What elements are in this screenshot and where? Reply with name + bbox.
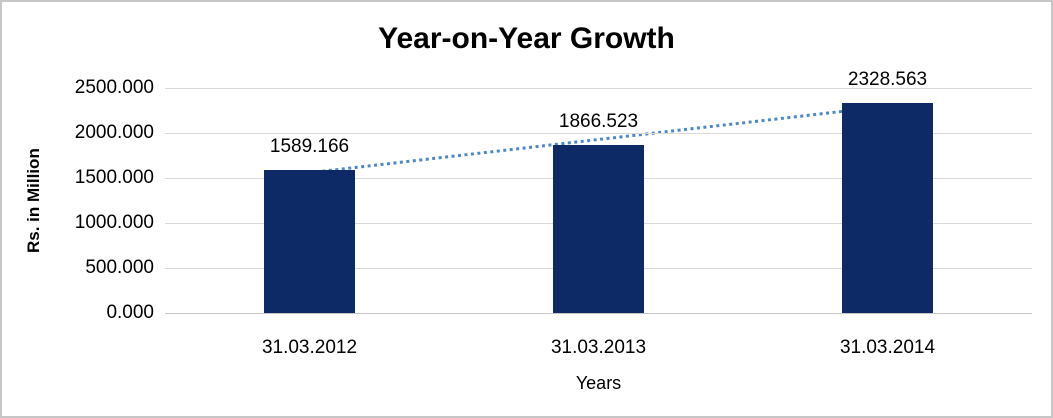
bar-value-label: 1589.166: [269, 135, 350, 157]
y-tick-label: 1000.000: [74, 212, 154, 233]
bar-31.03.2012: [264, 169, 355, 313]
bar-31.03.2013: [553, 145, 644, 313]
y-tick-label: 2500.000: [74, 77, 154, 98]
plot-area: 1589.166 1866.523 2328.563: [165, 69, 1032, 314]
bar-31.03.2014: [842, 103, 933, 313]
x-tick-label: 31.03.2014: [839, 337, 936, 358]
x-tick-label: 31.03.2012: [261, 337, 358, 358]
gridline: [165, 133, 1032, 134]
x-axis-line: [165, 313, 1032, 314]
y-tick-label: 2000.000: [74, 122, 154, 143]
chart-title: Year-on-Year Growth: [378, 22, 675, 55]
gridline: [165, 88, 1032, 89]
x-tick-label: 31.03.2013: [550, 337, 647, 358]
y-tick-label: 500.000: [85, 257, 154, 278]
y-tick-label: 1500.000: [74, 167, 154, 188]
x-axis-title: Years: [575, 373, 622, 393]
bar-value-label: 2328.563: [847, 69, 928, 91]
bar-value-label: 1866.523: [558, 111, 639, 132]
y-tick-label: 0.000: [106, 302, 154, 323]
